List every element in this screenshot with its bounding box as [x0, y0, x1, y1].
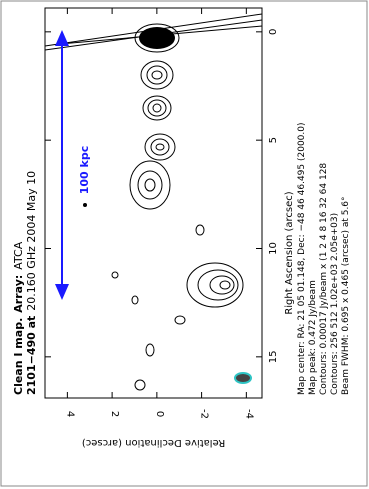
title-part: Array: — [12, 275, 25, 313]
map-info-line: Map peak: 0.472 Jy/beam — [308, 280, 318, 395]
x-tick-label: 0 — [268, 29, 279, 35]
map-info-line: Contours: 0.00017 Jy/beam x (1 2 4 8 16 … — [319, 163, 329, 395]
subtitle: 2101−490 at 20.160 GHz 2004 May 10 — [25, 171, 38, 395]
contours — [45, 14, 262, 390]
scale-arrow — [55, 30, 69, 46]
y-tick-label: -2 — [199, 409, 210, 419]
beam — [235, 373, 251, 383]
subtitle-part: 2101−490 at — [25, 316, 38, 395]
x-axis-label: Right Ascension (arcsec) — [284, 191, 295, 314]
y-tick-label: 2 — [109, 411, 120, 417]
core — [139, 27, 175, 49]
map-info-line: Contours: 256 512 1.02e+03 2.05e+03) — [330, 213, 340, 395]
figure: 0 5 10 15 4 2 0 -2 -4 Relative Declination (arcse… — [0, 0, 369, 489]
x-tick-label: 5 — [268, 137, 279, 143]
y-axis-label: Relative Declination (arcsec) — [82, 437, 225, 448]
title-part: Clean I map. — [12, 318, 25, 395]
title-part: ATCA — [12, 241, 25, 269]
map-info-line: Map center: RA: 21 05 01.148, Dec: −48 4… — [297, 122, 307, 395]
y-tick-label: -4 — [243, 409, 254, 419]
map-info-line: Beam FWHM: 0.695 x 0.465 (arcsec) at 5.6… — [341, 196, 351, 395]
y-tick-label: 0 — [154, 411, 165, 417]
x-tick-label: 10 — [268, 242, 279, 255]
x-tick-label: 15 — [268, 350, 279, 363]
subtitle-part: 20.160 GHz 2004 May 10 — [25, 171, 38, 311]
scale-label: 100 kpc — [78, 146, 91, 195]
scale-arrow — [55, 284, 69, 300]
title: Clean I map. Array: ATCA — [12, 241, 25, 395]
y-tick-label: 4 — [64, 411, 75, 417]
page-border — [1, 1, 367, 486]
